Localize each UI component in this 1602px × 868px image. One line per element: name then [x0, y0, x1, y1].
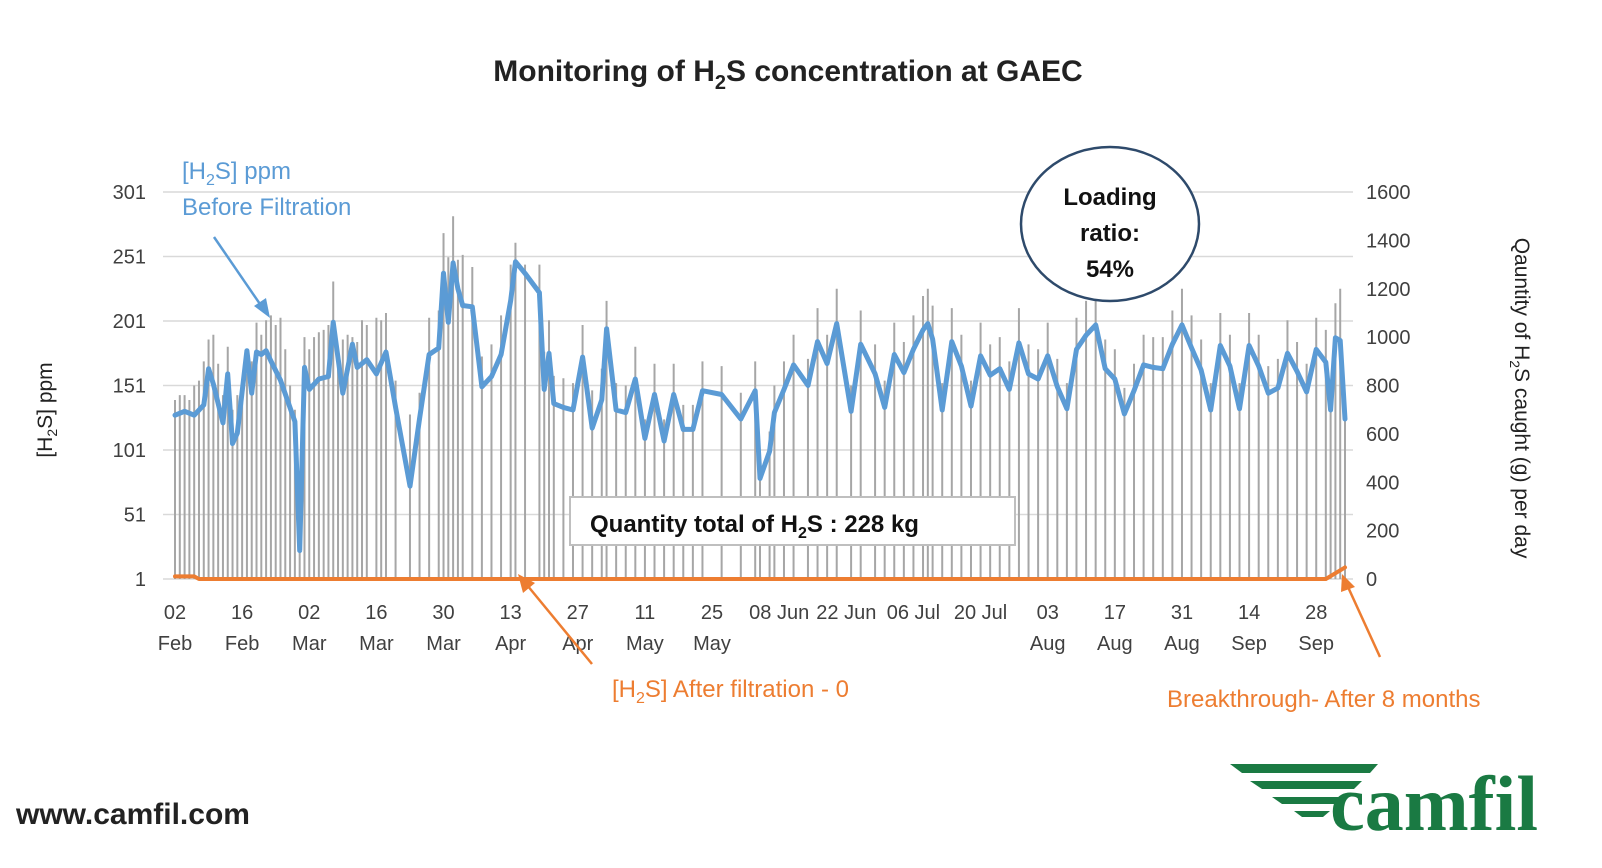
total-quantity-box: Quantity total of H2S : 228 kg [569, 496, 1016, 546]
y-axis-left-ticks: 301 251 201 151 101 51 1 [113, 182, 146, 591]
y-left-tick-label: 201 [113, 311, 146, 333]
x-tick-label: 17 [1104, 602, 1126, 624]
before-filtration-label: [H2S] ppm [182, 158, 291, 189]
y-right-tick-label: 200 [1366, 521, 1399, 543]
x-tick-label-month: Mar [292, 633, 327, 655]
y-right-tick-label: 1400 [1366, 230, 1411, 252]
x-tick-label: 08 Jun [749, 602, 809, 624]
chart-title: Monitoring of H2S concentration at GAEC [493, 55, 1082, 94]
x-tick-label-month: Sep [1298, 633, 1334, 655]
x-tick-label-month: May [693, 633, 731, 655]
x-tick-label: 06 Jul [887, 602, 940, 624]
y-left-tick-label: 251 [113, 247, 146, 269]
camfil-logo: camfil [1230, 760, 1538, 847]
camfil-logo-text: camfil [1330, 760, 1538, 847]
x-tick-label: 03 [1037, 602, 1059, 624]
y-left-tick-label: 51 [124, 505, 146, 527]
x-tick-label-month: Mar [359, 633, 394, 655]
loading-ratio-value: 54% [1086, 256, 1134, 283]
line-after-filtration [173, 565, 1347, 581]
x-tick-label: 16 [365, 602, 387, 624]
x-tick-label-month: Apr [562, 633, 593, 655]
y-left-tick-label: 151 [113, 376, 146, 398]
breakthrough-label: Breakthrough- After 8 months [1167, 686, 1481, 713]
x-tick-label: 27 [567, 602, 589, 624]
y-axis-right-ticks: 1600 1400 1200 1000 800 600 400 200 0 [1366, 182, 1411, 591]
x-tick-label: 20 Jul [954, 602, 1007, 624]
before-filtration-arrow [212, 236, 270, 318]
x-tick-label: 13 [500, 602, 522, 624]
x-tick-label: 25 [701, 602, 723, 624]
camfil-logo-swoosh-icon [1230, 764, 1378, 817]
x-tick-label: 22 Jun [816, 602, 876, 624]
after-filtration-label: [H2S] After filtration - 0 [612, 676, 849, 707]
x-tick-label-month: Apr [495, 633, 526, 655]
x-tick-label: 14 [1238, 602, 1260, 624]
loading-ratio-line1: Loading [1063, 184, 1156, 211]
x-tick-label: 16 [231, 602, 253, 624]
y-right-tick-label: 0 [1366, 569, 1377, 591]
x-tick-label: 02 [298, 602, 320, 624]
y-left-tick-label: 1 [135, 569, 146, 591]
after-filtration-arrow [518, 574, 593, 665]
y-right-tick-label: 600 [1366, 424, 1399, 446]
x-tick-label-month: Sep [1231, 633, 1267, 655]
y-left-tick-label: 301 [113, 182, 146, 204]
y-axis-left-label: [H2S] ppm [34, 362, 60, 457]
y-right-tick-label: 800 [1366, 376, 1399, 398]
x-tick-label: 31 [1171, 602, 1193, 624]
breakthrough-arrow [1341, 574, 1382, 658]
line-before-filtration [172, 259, 1348, 554]
before-filtration-label-line2: Before Filtration [182, 194, 351, 221]
x-tick-label-month: Aug [1097, 633, 1133, 655]
x-tick-label-month: Mar [426, 633, 461, 655]
y-right-tick-label: 1600 [1366, 182, 1411, 204]
x-axis-ticks: 02 Feb 16 Feb 02 Mar 16 Mar 30 Mar 13 Apr 27 Apr 11 May… [158, 602, 1334, 655]
x-tick-label-month: Feb [158, 633, 192, 655]
loading-ratio-callout: Loading ratio: 54% [1019, 145, 1201, 303]
loading-ratio-line2: ratio: [1080, 220, 1140, 247]
y-right-tick-label: 400 [1366, 472, 1399, 494]
line-series [172, 259, 1348, 581]
x-tick-label-month: Aug [1030, 633, 1066, 655]
x-tick-label-month: Feb [225, 633, 259, 655]
y-right-tick-label: 1200 [1366, 279, 1411, 301]
total-quantity-text: Quantity total of H2S : 228 kg [590, 511, 919, 542]
x-tick-label: 11 [635, 602, 656, 624]
x-tick-label: 30 [432, 602, 454, 624]
y-axis-right-label: Qauntity of H2S caught (g) per day [1507, 238, 1533, 559]
x-tick-label: 02 [164, 602, 186, 624]
x-tick-label: 28 [1305, 602, 1327, 624]
x-tick-label-month: Aug [1164, 633, 1200, 655]
x-tick-label-month: May [626, 633, 664, 655]
y-right-tick-label: 1000 [1366, 327, 1411, 349]
y-left-tick-label: 101 [113, 440, 146, 462]
website-url: www.camfil.com [15, 798, 250, 831]
